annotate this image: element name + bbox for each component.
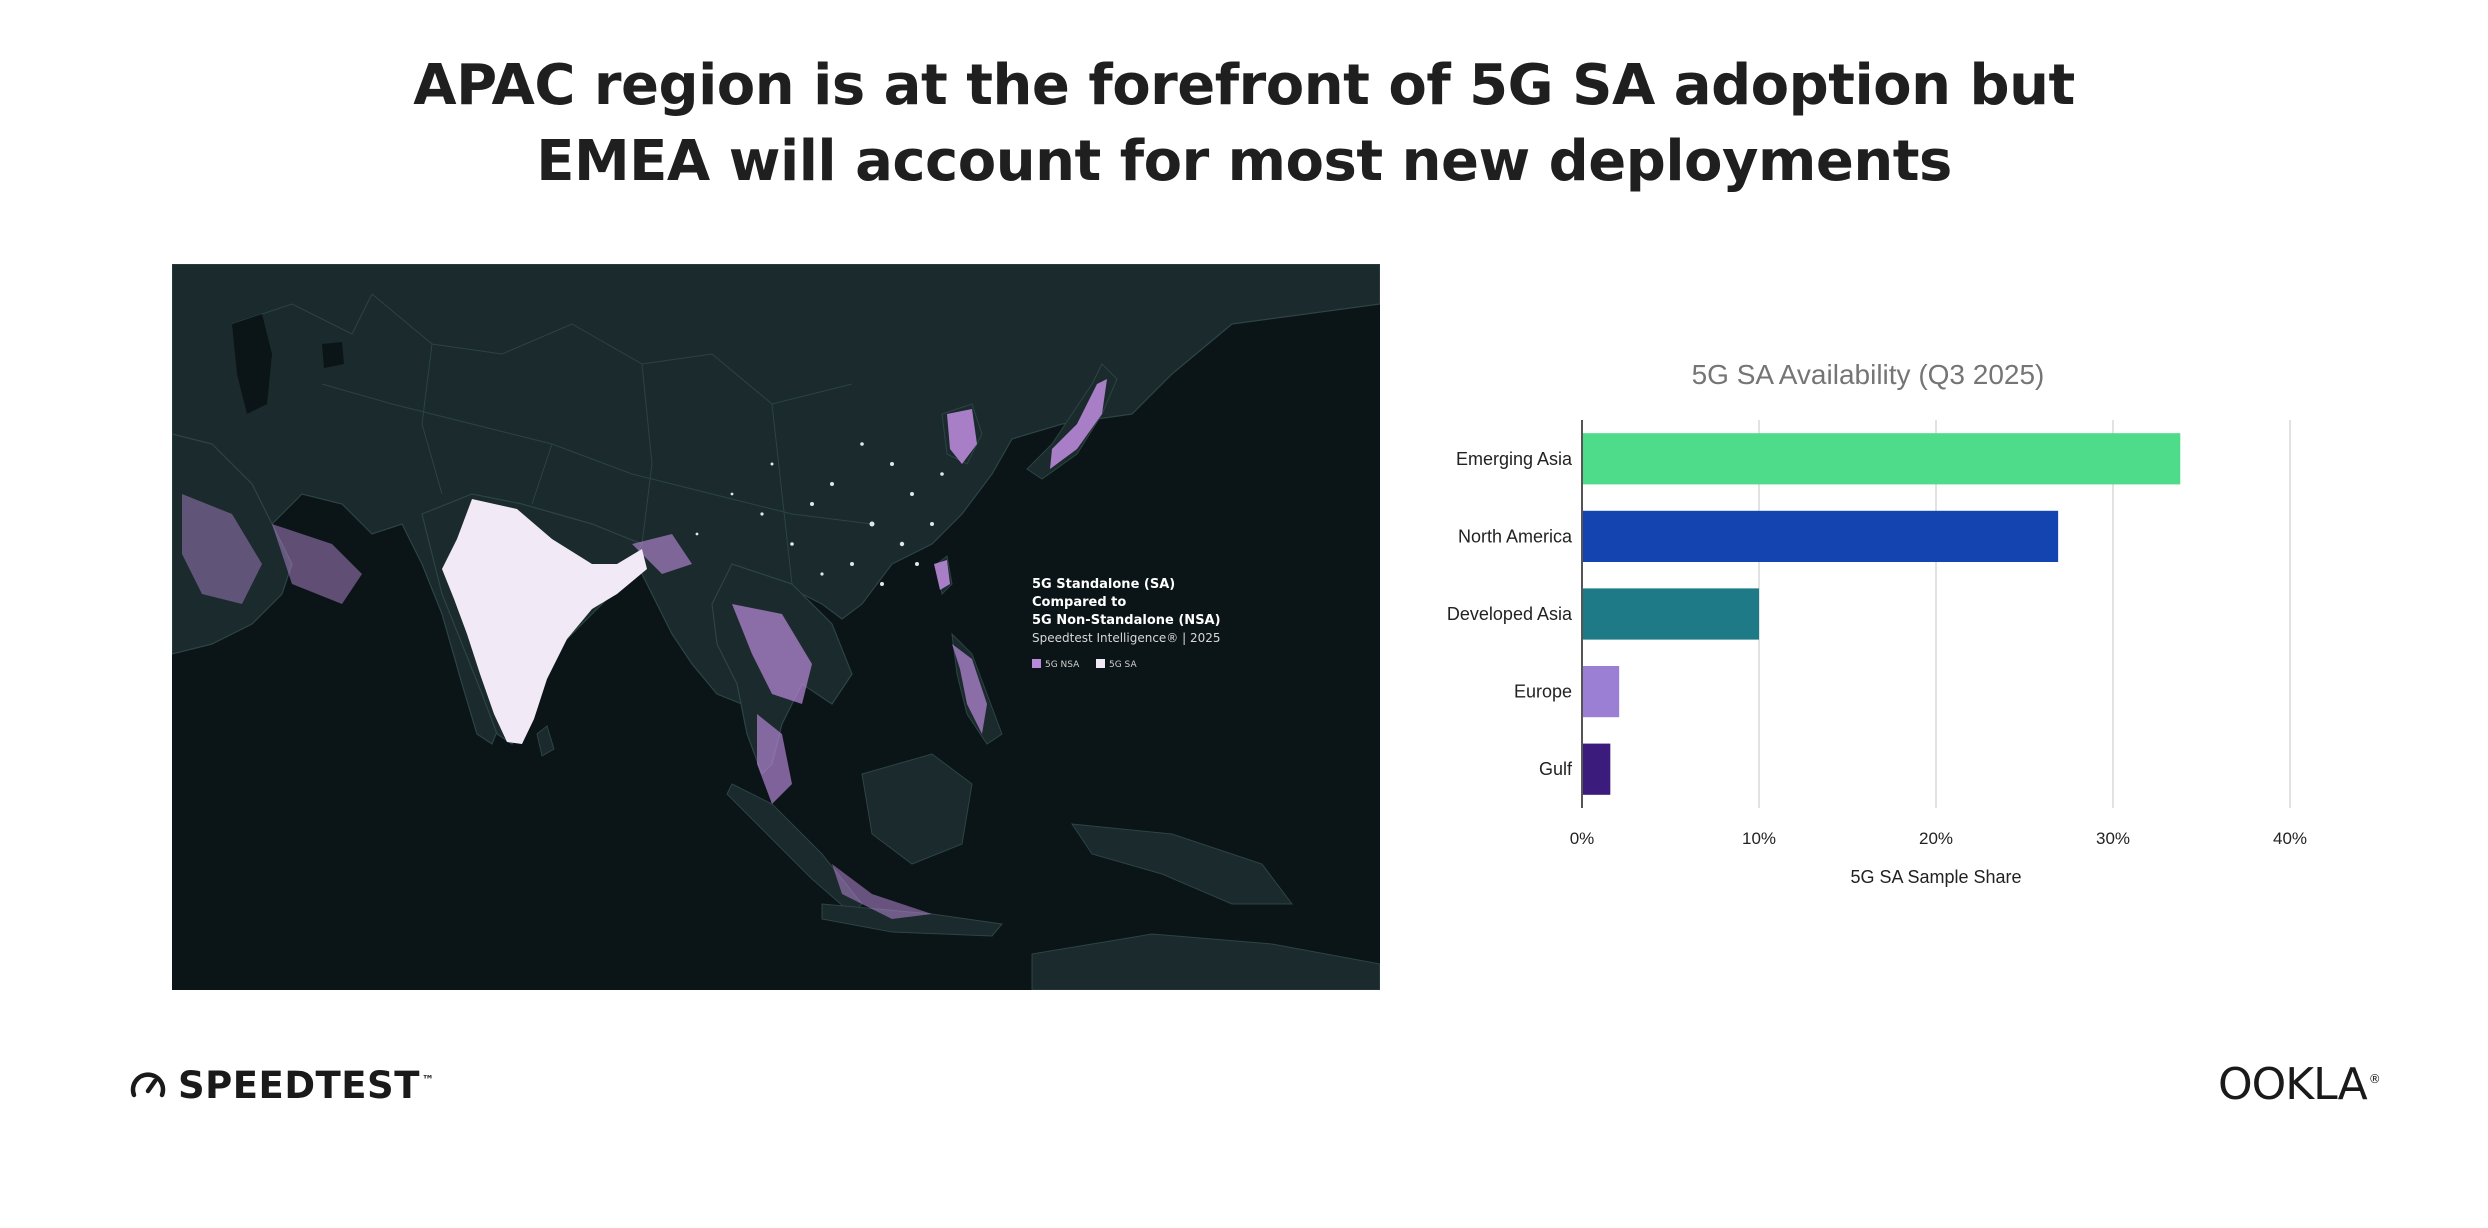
chart-category-label: Gulf <box>1539 759 1573 779</box>
chart-tick-labels: 0% 10% 20% 30% 40% <box>1570 829 2307 848</box>
headline-line-1: APAC region is at the forefront of 5G SA… <box>413 53 2075 118</box>
chart-x-tick-label: 20% <box>1919 829 1953 848</box>
ookla-logo: OOKLA ® <box>2218 1056 2381 1112</box>
map-svg: 5G Standalone (SA) Compared to 5G Non-St… <box>172 264 1380 990</box>
chart-bar <box>1582 665 1620 718</box>
map-legend-title-3: 5G Non-Standalone (NSA) <box>1032 613 1221 628</box>
map-legend-source: Speedtest Intelligence® | 2025 <box>1032 631 1221 645</box>
landmass-borneo <box>861 753 973 865</box>
ookla-wordmark-text: OOKLA <box>2218 1058 2368 1110</box>
speedometer-icon <box>130 1072 166 1098</box>
map-legend-sa-swatch <box>1096 659 1105 668</box>
landmass-arabia <box>172 433 293 655</box>
chart-x-tick-label: 10% <box>1742 829 1776 848</box>
speedtest-logo: SPEEDTEST ™ <box>128 1060 434 1110</box>
aral-sea <box>322 342 344 368</box>
map-legend: 5G Standalone (SA) Compared to 5G Non-St… <box>1032 577 1221 670</box>
landmass-sri-lanka <box>536 725 555 757</box>
chart-x-tick-label: 40% <box>2273 829 2307 848</box>
coverage-map: 5G Standalone (SA) Compared to 5G Non-St… <box>172 264 1380 990</box>
nsa-coverage <box>182 379 1107 919</box>
chart-bar <box>1582 743 1611 795</box>
chart-x-tick-label: 0% <box>1570 829 1595 848</box>
chart-category-label: Developed Asia <box>1447 604 1573 624</box>
chart-bar <box>1582 510 2059 563</box>
chart-bar <box>1582 588 1759 640</box>
speedtest-wordmark: SPEEDTEST ™ <box>178 1064 434 1107</box>
chart-category-label: North America <box>1458 526 1573 546</box>
map-legend-sa-label: 5G SA <box>1109 660 1137 670</box>
headline-line-2: EMEA will account for most new deploymen… <box>536 129 1952 194</box>
landmass-australia <box>1031 933 1380 990</box>
caspian-sea <box>232 314 272 414</box>
map-legend-nsa-label: 5G NSA <box>1045 660 1080 670</box>
chart-category-labels: Emerging Asia North America Developed Asia… <box>1447 449 1573 779</box>
chart-svg: 5G SA Availability (Q3 2025) Emerging As… <box>1447 359 2307 887</box>
headline: APAC region is at the forefront of 5G SA… <box>0 48 2488 200</box>
speedtest-trademark: ™ <box>421 1073 435 1088</box>
map-legend-nsa-swatch <box>1032 659 1041 668</box>
chart-category-label: Emerging Asia <box>1456 449 1573 469</box>
landmass-new-guinea <box>1070 823 1293 905</box>
city-lights <box>695 442 944 586</box>
chart-title: 5G SA Availability (Q3 2025) <box>1692 359 2045 390</box>
chart-x-tick-label: 30% <box>2096 829 2130 848</box>
map-legend-title-2: Compared to <box>1032 595 1126 610</box>
chart-category-label: Europe <box>1514 682 1572 702</box>
map-legend-title-1: 5G Standalone (SA) <box>1032 577 1175 592</box>
speedtest-wordmark-text: SPEEDTEST <box>178 1063 420 1107</box>
availability-chart: 5G SA Availability (Q3 2025) Emerging As… <box>1420 340 2380 920</box>
ookla-wordmark: OOKLA ® <box>2218 1058 2381 1110</box>
chart-x-axis-label: 5G SA Sample Share <box>1850 867 2021 887</box>
ookla-trademark: ® <box>2368 1071 2381 1086</box>
sa-coverage-india <box>442 499 647 744</box>
chart-bars <box>1582 433 2181 795</box>
chart-bar <box>1582 433 2181 485</box>
